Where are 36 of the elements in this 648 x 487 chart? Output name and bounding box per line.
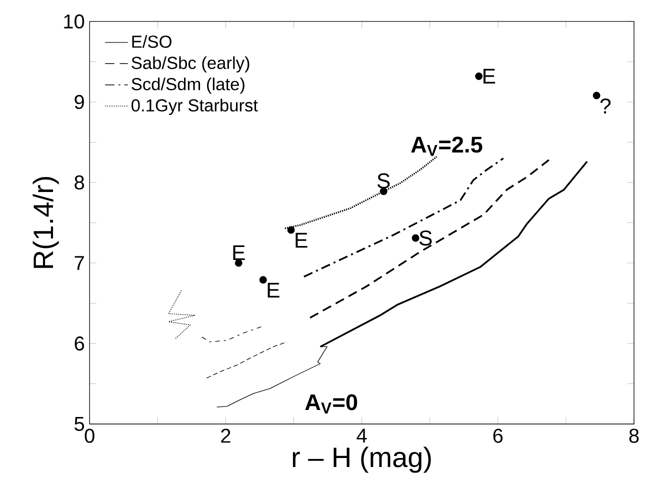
line-series xyxy=(206,342,288,378)
data-label: E xyxy=(296,232,308,248)
line-series xyxy=(168,290,196,339)
data-label: E xyxy=(233,245,245,260)
x-tick-label: 6 xyxy=(493,428,503,443)
x-axis-title: r – H (mag) xyxy=(292,446,431,473)
point xyxy=(287,226,295,234)
data-label: S xyxy=(419,230,432,246)
y-tick-label: 10 xyxy=(64,14,84,29)
x-tick-label: 0 xyxy=(84,428,94,443)
legend-label: Scd/Sdm (late) xyxy=(132,78,244,94)
annotation: A$_{V}$=2.5 xyxy=(411,136,482,156)
line-series xyxy=(309,159,550,319)
point xyxy=(412,234,420,242)
point xyxy=(475,72,483,80)
annotation: A$_{V}$=0 xyxy=(305,394,358,414)
x-tick-label: 2 xyxy=(221,428,230,443)
data-label: ? xyxy=(600,98,611,114)
line-series xyxy=(202,326,262,342)
legend-label: E/SO xyxy=(132,35,172,48)
point xyxy=(592,92,600,100)
y-tick-label: 5 xyxy=(74,417,84,431)
y-tick-label: 8 xyxy=(74,175,84,190)
data-label: E xyxy=(484,68,496,84)
y-tick-label: 9 xyxy=(74,94,84,110)
legend-label: 0.1Gyr Starburst xyxy=(132,98,258,115)
point xyxy=(259,276,267,284)
line-series xyxy=(284,156,438,230)
y-tick-label: 6 xyxy=(74,336,84,351)
x-tick-label: 8 xyxy=(629,428,639,443)
data-label: E xyxy=(268,282,280,298)
y-axis-title: R(1.4/r) xyxy=(32,177,59,268)
legend-label: Sab/Sbc (early) xyxy=(132,56,250,73)
data-label: S xyxy=(377,173,390,188)
x-tick-label: 4 xyxy=(356,428,367,442)
y-tick-label: 7 xyxy=(74,256,84,270)
